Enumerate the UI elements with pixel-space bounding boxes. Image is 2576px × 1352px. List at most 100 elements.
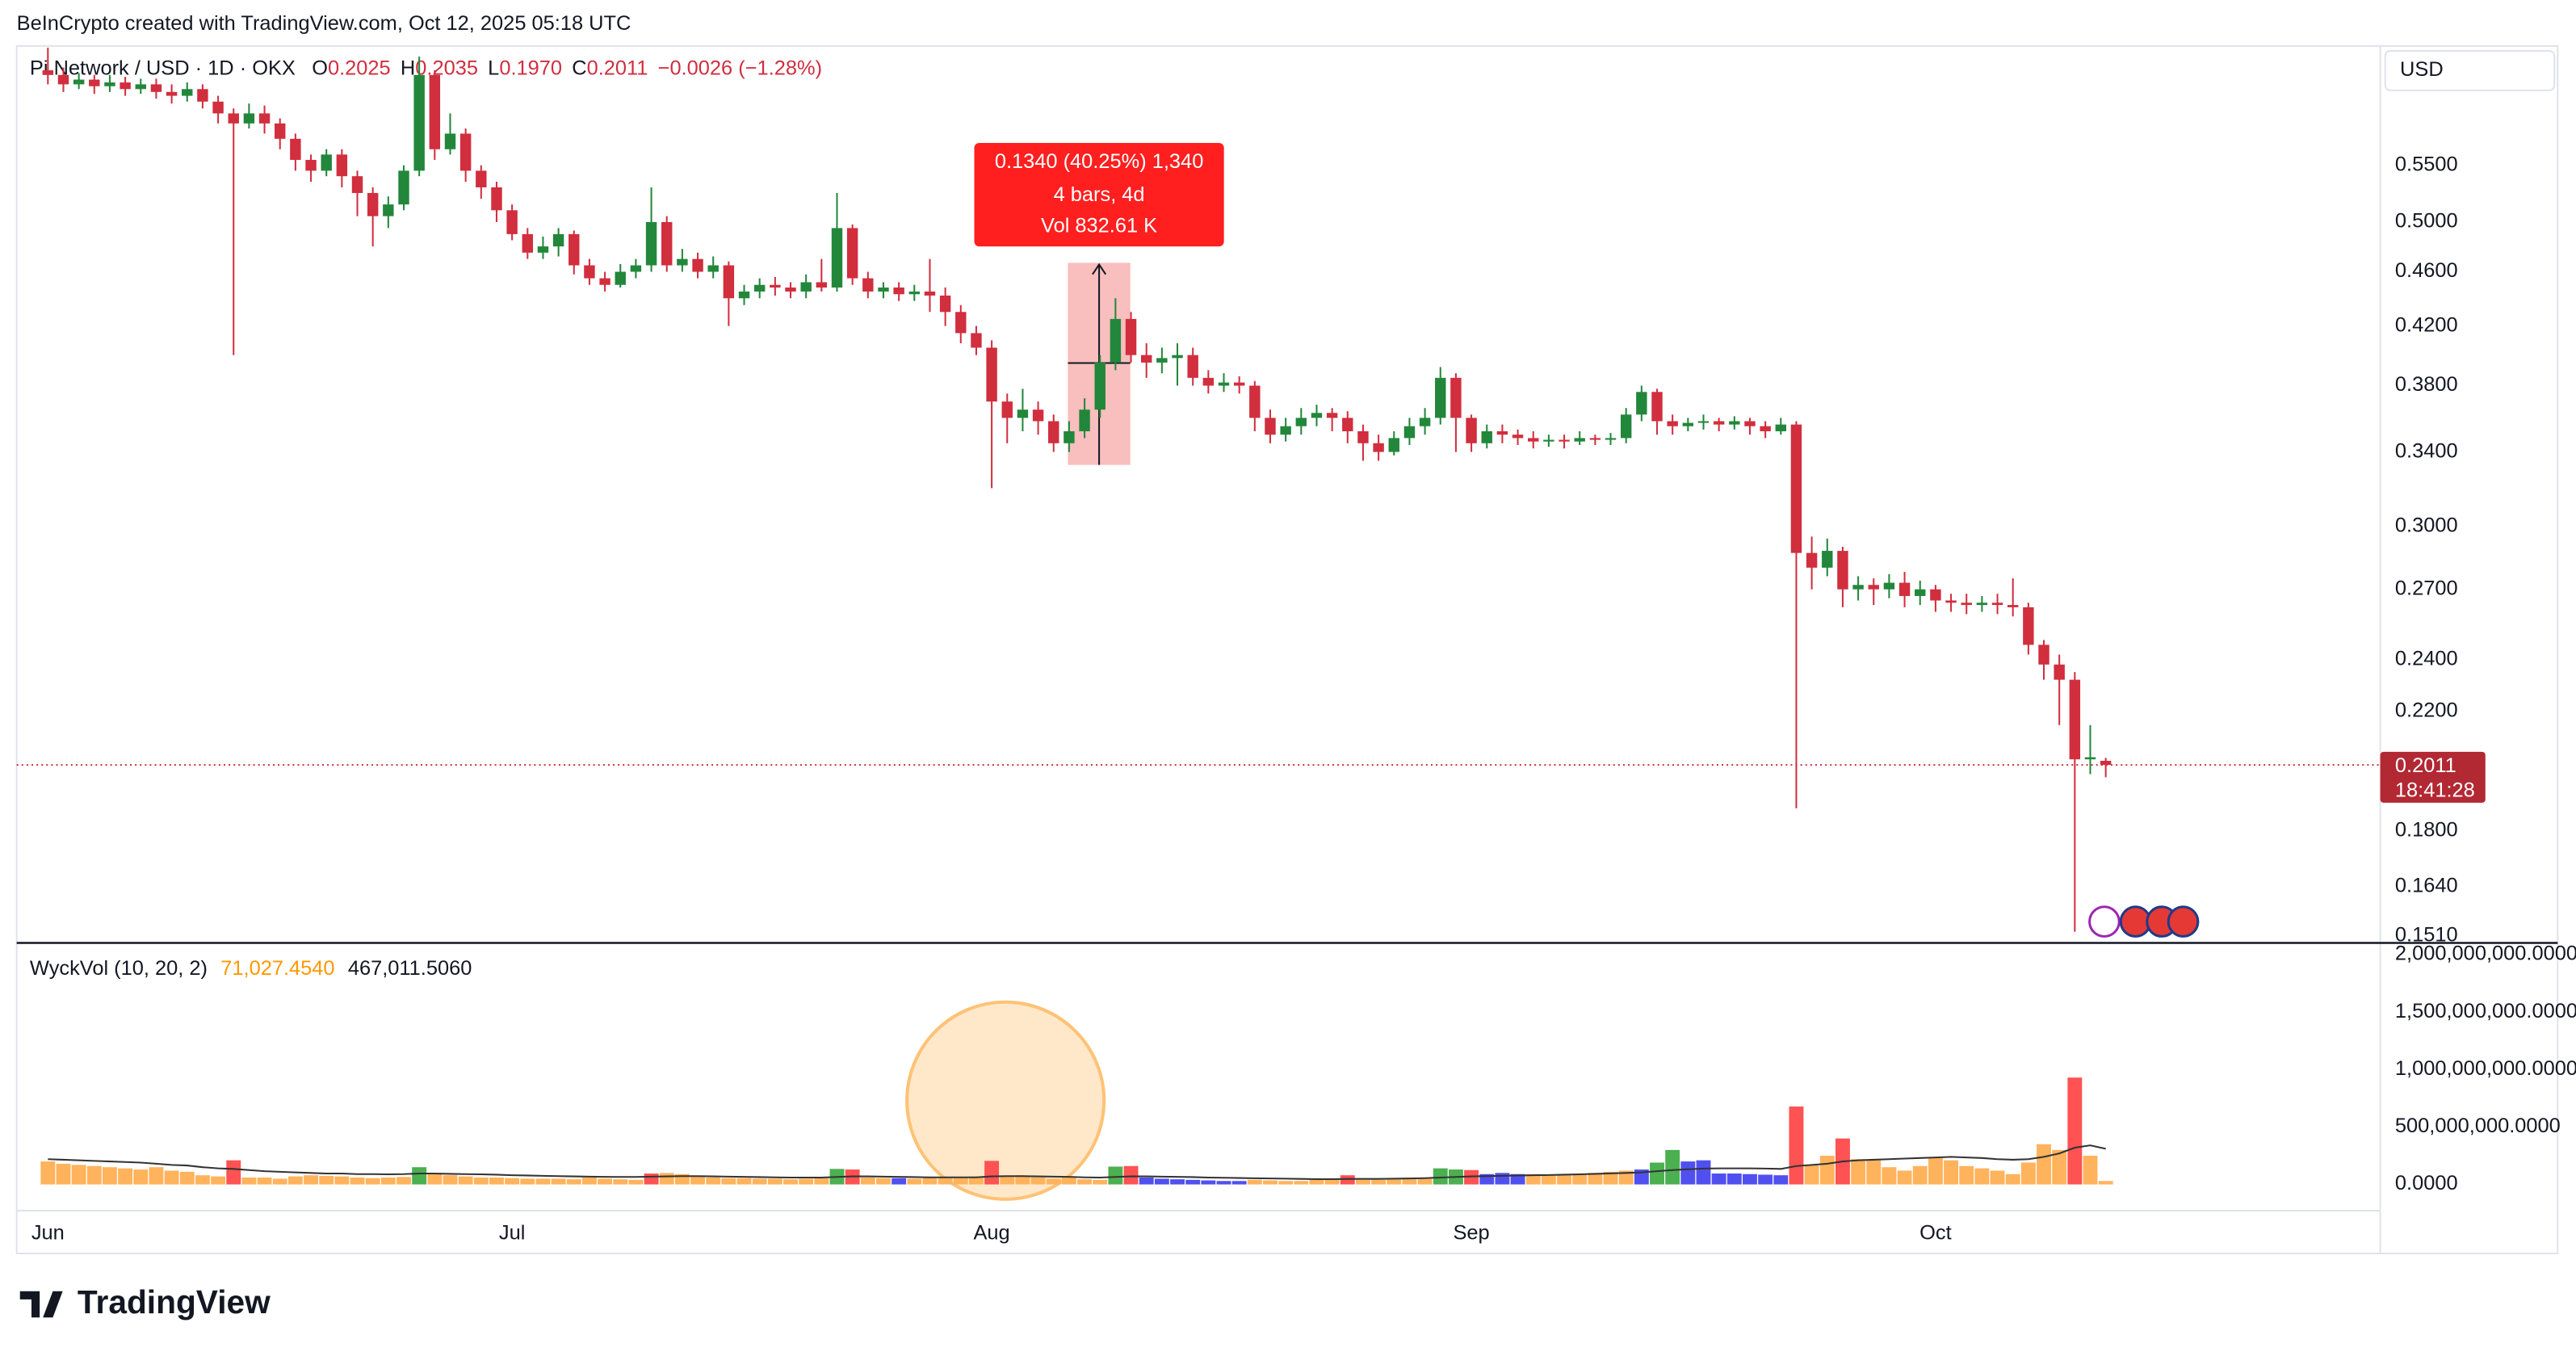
readout-value: 0.2035 <box>415 57 478 79</box>
volume-bar <box>1231 1181 1247 1185</box>
volume-bar <box>1726 1174 1742 1185</box>
candle-body <box>212 101 224 114</box>
candle-body <box>1636 392 1647 415</box>
candle-body <box>1790 424 1802 553</box>
candle-body <box>398 170 409 205</box>
candle-body <box>753 284 766 292</box>
candle-body <box>630 265 642 272</box>
volume-bar <box>892 1178 907 1185</box>
volume-bar <box>2052 1149 2067 1185</box>
volume-bar <box>56 1163 71 1185</box>
candle-body <box>1961 603 1972 606</box>
candle-body <box>1403 426 1416 439</box>
volume-bar <box>1912 1165 1928 1185</box>
x-tick-label: Jun <box>31 1221 65 1244</box>
candle-body <box>1852 585 1864 590</box>
highlight-circle <box>905 1000 1106 1201</box>
candle-body <box>1094 362 1105 410</box>
readout-value: 0.2025 <box>328 57 391 79</box>
volume-bar <box>380 1177 396 1185</box>
volume-bar <box>783 1179 798 1185</box>
readout-value: 0.1970 <box>499 57 562 79</box>
volume-bar <box>103 1167 117 1185</box>
candle-body <box>537 246 549 253</box>
last-price-badge <box>2380 751 2486 803</box>
volume-bar <box>1324 1179 1340 1185</box>
credit: BeInCrypto created with TradingView.com,… <box>17 12 631 35</box>
event-icons[interactable] <box>2088 905 2200 938</box>
candle-body <box>1079 409 1090 431</box>
candle-body <box>1064 430 1075 443</box>
y-tick-label: 0.3800 <box>2395 373 2458 396</box>
volume-bar <box>1123 1165 1139 1185</box>
candle-body <box>1110 318 1122 363</box>
volume-bar <box>1495 1173 1510 1185</box>
y-tick-label: 0.2700 <box>2395 577 2458 599</box>
candle-body <box>42 70 54 75</box>
candle-body <box>1868 585 1879 590</box>
y-tick-label: 0.4600 <box>2395 259 2458 282</box>
candle-body <box>1048 421 1059 443</box>
candle-body <box>1419 418 1431 426</box>
volume-bar <box>443 1175 458 1185</box>
candle-body <box>924 291 936 296</box>
candle-body <box>1187 355 1198 378</box>
volume-bar <box>365 1178 380 1185</box>
candle-body <box>290 138 301 160</box>
symbol: Pi Network / USD · 1D · OKX <box>30 57 296 79</box>
readout-value: 71,027.4540 <box>220 957 334 980</box>
volume-bar <box>1387 1178 1402 1185</box>
readout-key: C <box>572 57 586 79</box>
candle-body <box>413 74 425 171</box>
volume-bar <box>1247 1179 1262 1185</box>
candle-body <box>135 84 146 90</box>
brand: TradingView <box>19 1283 271 1321</box>
volume-bar <box>71 1165 86 1185</box>
candle-body <box>1326 413 1338 418</box>
volume-bar <box>86 1165 102 1185</box>
event-icon[interactable] <box>2088 905 2121 938</box>
volume-bar <box>272 1178 287 1185</box>
y-tick-label: 0.5000 <box>2395 210 2458 233</box>
volume-bar <box>736 1178 752 1185</box>
currency-button[interactable] <box>2384 50 2556 91</box>
candle-body <box>584 265 595 279</box>
volume-bar <box>211 1176 226 1185</box>
candle-body <box>1744 421 1756 426</box>
candle-body <box>1466 418 1477 443</box>
candle-body <box>862 278 874 292</box>
candle-body <box>1729 421 1740 425</box>
candle-body <box>1806 552 1818 568</box>
volume-bar <box>644 1174 659 1185</box>
candle-body <box>785 288 796 292</box>
candle-body <box>522 233 534 253</box>
candle-body <box>429 74 441 149</box>
candle-body <box>2038 645 2049 665</box>
volume-bar <box>799 1178 814 1185</box>
candle-body <box>182 89 193 96</box>
candle-body <box>1001 401 1013 418</box>
candle-body <box>2069 679 2081 760</box>
candle-body <box>1202 377 1215 386</box>
volume-bar <box>1588 1173 1603 1185</box>
candle-body <box>1156 358 1168 363</box>
y-tick-label: 1,000,000,000.0000 <box>2395 1057 2576 1080</box>
volume-bar <box>1061 1177 1076 1185</box>
candle-body <box>1528 438 1539 442</box>
candle-body <box>243 113 255 124</box>
event-icon[interactable] <box>2167 905 2200 938</box>
candle-body <box>351 176 363 193</box>
volume-bar <box>1696 1160 1711 1185</box>
candle-body <box>383 204 394 216</box>
candle-body <box>73 79 85 85</box>
currency-label[interactable]: USD <box>2400 58 2444 81</box>
volume-bar <box>1557 1175 1571 1185</box>
volume-bar <box>1464 1169 1479 1185</box>
candle-body <box>1249 385 1261 418</box>
volume-bar <box>2098 1181 2113 1185</box>
candle-body <box>89 79 100 86</box>
y-tick-label: 0.1510 <box>2395 923 2458 946</box>
volume-bar <box>1030 1177 1046 1185</box>
volume-bar <box>1851 1159 1866 1185</box>
candle-body <box>2084 757 2096 760</box>
